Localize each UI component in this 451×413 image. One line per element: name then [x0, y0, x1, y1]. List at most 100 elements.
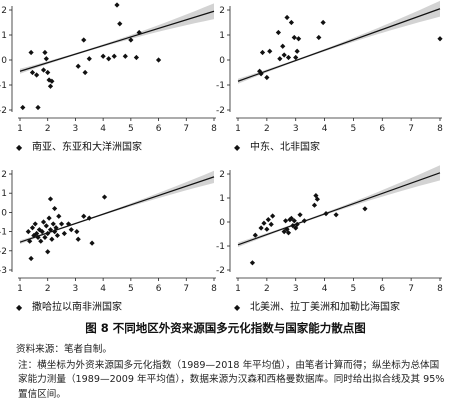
data-point — [101, 194, 108, 200]
x-tick-label: 1 — [17, 124, 23, 134]
figure-source: 资料来源：笔者自制。 — [16, 343, 451, 357]
x-tick-label: 3 — [73, 124, 79, 134]
x-tick-label: 2 — [45, 124, 51, 134]
data-point — [284, 14, 290, 21]
data-point — [296, 36, 302, 42]
data-point — [437, 36, 443, 42]
x-tick-label: 5 — [351, 284, 357, 294]
data-point — [34, 72, 40, 78]
fit-line — [237, 8, 441, 82]
x-tick-label: 3 — [293, 124, 299, 134]
legend-label: 中东、北非国家 — [250, 140, 320, 153]
data-point — [75, 236, 81, 242]
data-point — [29, 225, 36, 231]
data-point — [111, 53, 117, 59]
data-point — [100, 53, 106, 59]
data-point — [35, 234, 41, 240]
legend-label: 南亚、东亚和大洋洲国家 — [32, 140, 142, 153]
data-point — [114, 2, 120, 8]
data-point — [133, 54, 139, 61]
confidence-band — [20, 3, 214, 74]
panel-sub-saharan-africa: -3 -2 -1 0 1 2 1 2 3 4 5 6 7 8 ◆ 撒哈拉以南非洲国家 — [0, 170, 217, 313]
data-point — [122, 53, 128, 59]
y-tick-label: 0 — [219, 218, 225, 228]
y-tick-label: -2 — [216, 106, 225, 116]
data-point — [264, 74, 270, 81]
data-point — [291, 34, 297, 41]
data-point — [45, 230, 51, 237]
data-point — [285, 230, 292, 236]
data-point — [38, 238, 44, 244]
data-point — [281, 52, 287, 58]
data-point — [267, 48, 273, 54]
data-point — [25, 229, 31, 235]
data-point — [311, 202, 318, 208]
data-point — [40, 67, 47, 73]
x-tick-label: 8 — [437, 124, 443, 134]
scatter-figure: -2 -1 0 1 2 1 2 3 4 5 6 7 8 ◆ 南亚、东亚和大洋洲国家 -2 -1 0 1 2 1 2 3 4 5… — [0, 0, 443, 313]
data-point — [74, 229, 80, 235]
y-tick-label: -3 — [0, 266, 7, 276]
data-point — [249, 260, 256, 266]
y-tick-label: 1 — [219, 31, 225, 41]
panel-middle-east-north-africa: -2 -1 0 1 2 1 2 3 4 5 6 7 8 ◆ 中东、北非国家 — [216, 0, 443, 153]
x-tick-label: 4 — [322, 284, 328, 294]
data-point — [284, 226, 290, 232]
x-tick-label: 8 — [437, 284, 443, 294]
data-point — [86, 215, 92, 221]
data-point — [81, 37, 87, 43]
data-point — [283, 218, 289, 224]
data-point — [277, 56, 283, 62]
x-tick-label: 4 — [100, 124, 106, 134]
x-tick-label: 7 — [183, 284, 189, 294]
fit-line — [237, 172, 441, 246]
data-point — [89, 240, 95, 246]
data-point — [42, 234, 48, 240]
y-tick-label: -1 — [216, 242, 225, 252]
data-point — [281, 229, 287, 235]
data-point — [86, 56, 92, 62]
data-point — [28, 49, 34, 56]
data-point — [297, 212, 303, 218]
source-text: 资料来源：笔者自制。 — [16, 344, 112, 355]
x-tick-label: 8 — [211, 124, 217, 134]
data-point — [313, 193, 319, 199]
legend-marker: ◆ — [16, 143, 23, 152]
x-tick-label: 7 — [183, 124, 189, 134]
data-point — [42, 49, 48, 56]
data-point — [258, 71, 264, 77]
data-point — [68, 227, 74, 233]
data-point — [128, 37, 134, 43]
data-point — [288, 215, 294, 221]
data-point — [261, 220, 267, 226]
data-point — [294, 48, 300, 54]
x-tick-label: 2 — [264, 124, 270, 134]
data-point — [40, 219, 47, 225]
data-point — [301, 218, 307, 224]
data-point — [270, 213, 276, 219]
data-point — [155, 57, 162, 63]
y-tick-label: 2 — [219, 170, 225, 180]
y-tick-label: 2 — [219, 6, 225, 16]
x-tick-label: 6 — [156, 124, 162, 134]
data-point — [52, 229, 58, 235]
x-tick-label: 1 — [235, 124, 241, 134]
data-point — [56, 213, 62, 219]
data-point — [29, 69, 36, 76]
data-point — [28, 255, 34, 262]
data-point — [362, 206, 368, 212]
y-tick-label: 1 — [1, 31, 7, 41]
x-tick-label: 2 — [264, 284, 270, 294]
data-point — [53, 225, 59, 231]
data-point — [285, 54, 292, 61]
legend-label: 撒哈拉以南非洲国家 — [32, 300, 122, 313]
data-point — [46, 215, 52, 221]
x-tick-label: 6 — [379, 284, 385, 294]
data-point — [291, 218, 297, 224]
x-tick-label: 6 — [156, 284, 162, 294]
x-tick-label: 3 — [73, 284, 79, 294]
data-point — [35, 104, 41, 111]
data-point — [47, 83, 54, 89]
data-point — [257, 68, 263, 74]
confidence-band — [238, 165, 440, 248]
